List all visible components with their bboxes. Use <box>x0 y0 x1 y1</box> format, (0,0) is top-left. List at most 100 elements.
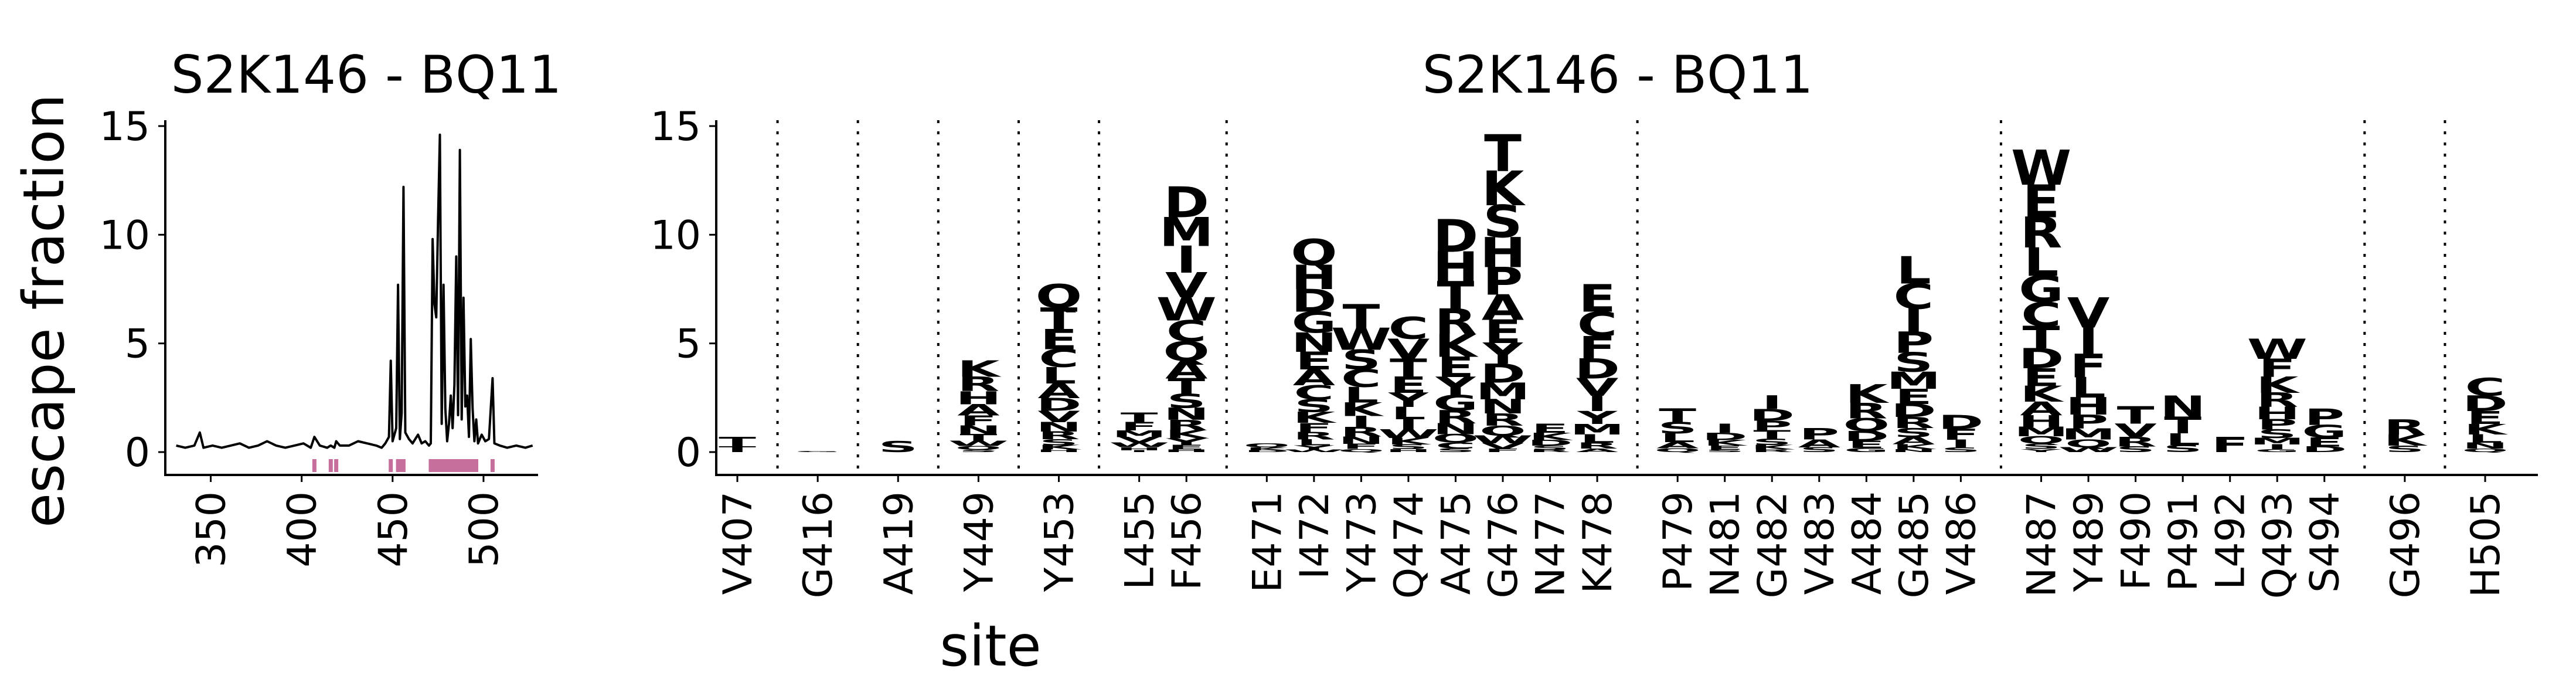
logo-letter-G485-A: A <box>1893 435 1935 446</box>
left-y-tick-label-15: 15 <box>99 104 150 150</box>
logo-letter-F456-A: A <box>1165 357 1207 385</box>
logo-letter-N481-K: K <box>1703 439 1748 448</box>
logo-letter-G476-M: M <box>1475 378 1530 405</box>
highlight-marker-505 <box>490 459 495 472</box>
logo-letter-G476-R: R <box>1482 410 1524 430</box>
logo-letter-Y473-W: W <box>1331 322 1391 357</box>
logo-letter-G416-G: G <box>795 451 840 453</box>
logo-letter-P491-T: T <box>2164 412 2201 439</box>
logo-letter-L455-I: I <box>1129 450 1149 453</box>
logo-letter-N487-R: R <box>2020 209 2063 258</box>
logo-letter-G476-V: V <box>1482 442 1524 450</box>
logo-letter-Q493-S: S <box>2258 427 2297 440</box>
logo-letter-F490-R: R <box>2115 434 2157 450</box>
logo-letter-Y449-F: F <box>959 413 997 429</box>
highlight-marker-453 <box>396 459 400 472</box>
logo-letter-K478-L: L <box>1580 432 1615 446</box>
highlight-marker-419 <box>334 459 339 472</box>
logo-letter-H505-K: K <box>2464 421 2509 438</box>
logo-letter-Q493-K: K <box>2256 372 2301 398</box>
logo-letter-Y453-N: N <box>1036 419 1081 434</box>
left-x-tick-label-450: 450 <box>370 491 417 568</box>
logo-letter-Y449-Q: Q <box>955 445 1002 451</box>
logo-letter-Q474-W: W <box>1378 427 1438 440</box>
highlight-marker-496 <box>474 459 479 472</box>
logo-letter-Q493-I: I <box>2267 443 2288 451</box>
logo-letter-L455-W: W <box>1109 442 1169 449</box>
logo-letter-Y453-A: A <box>1037 379 1080 403</box>
right-x-ticks: V407 G416 A419 Y449 Y453 L455 F456 E471 I472 Y473… <box>715 475 2509 599</box>
right-y-tick-label-15: 15 <box>650 104 701 150</box>
logo-letter-A475-C: C <box>1435 441 1476 450</box>
logo-letter-H505-N: N <box>2462 441 2508 450</box>
logo-letter-G476-H: H <box>1480 229 1526 277</box>
logo-letter-G485-S: S <box>1894 348 1933 378</box>
logo-letter-H505-Q: Q <box>2462 447 2509 453</box>
site-label-I472: I472 <box>1292 491 1338 579</box>
logo-letter-V483-P: P <box>1799 425 1840 443</box>
logo-letter-G485-K: K <box>1893 443 1937 451</box>
logo-letter-N487-C: C <box>2021 296 2061 334</box>
logo-letter-Y489-Q: Q <box>2065 437 2112 450</box>
logo-letter-Y473-Q: Q <box>1338 448 1385 453</box>
logo-letter-N487-Q: Q <box>2018 434 2065 446</box>
site-label-P491: P491 <box>2160 491 2207 592</box>
logo-letter-F456-C: C <box>1166 314 1207 349</box>
site-label-A475: A475 <box>1433 491 1479 595</box>
logo-letter-N477-D: D <box>1527 439 1573 448</box>
logo-letter-A475-T: T <box>1437 273 1475 318</box>
right-y-tick-label-5: 5 <box>676 321 701 368</box>
logo-letter-Q474-V: V <box>1387 334 1430 365</box>
logo-letter-K478-C: C <box>1577 305 1618 344</box>
left-y-tick-label-0: 0 <box>125 430 150 476</box>
logo-letter-N487-T: T <box>2023 320 2060 356</box>
logo-letter-N477-E: E <box>1532 421 1569 436</box>
logo-letter-F456-N: N <box>1163 405 1209 424</box>
logo-letter-N477-R: R <box>1529 449 1571 453</box>
logo-letter-F456-D: D <box>1163 178 1209 228</box>
highlight-marker-487 <box>458 459 462 472</box>
logo-letter-G485-R: R <box>1893 414 1935 432</box>
logo-letter-F456-Y: Y <box>1166 436 1207 447</box>
logo-letter-G476-P: P <box>1483 259 1523 304</box>
left-y-ticks: 0 5 10 15 <box>99 104 165 476</box>
logo-letter-I472-K: K <box>1293 409 1338 427</box>
site-label-V483: V483 <box>1797 491 1843 595</box>
logo-letter-G476-K: K <box>1482 161 1526 216</box>
logo-letter-F490-S: S <box>2116 444 2155 454</box>
logo-letter-I472-H: H <box>1291 259 1337 298</box>
logo-letter-K478-I: I <box>1587 392 1608 416</box>
logo-letter-F456-M: M <box>1159 209 1214 256</box>
logo-letter-A484-K: K <box>1845 379 1890 409</box>
logo-letter-Y489-V: V <box>2067 290 2109 337</box>
logo-letter-Q474-E: E <box>1390 372 1427 398</box>
logo-letter-N481-S: S <box>1705 449 1744 453</box>
site-label-S494: S494 <box>2302 491 2349 593</box>
logo-letter-F456-K: K <box>1165 427 1210 441</box>
logo-letter-Y473-L: L <box>1344 382 1379 408</box>
site-label-G485: G485 <box>1891 491 1938 598</box>
logo-letter-Y453-S: S <box>1039 437 1078 447</box>
logo-letter-G482-K: K <box>1751 444 1795 451</box>
logo-letter-V483-S: S <box>1799 446 1839 453</box>
left-chart-title: S2K146 - BQ11 <box>171 45 562 105</box>
logo-letter-K478-D: D <box>1574 353 1620 385</box>
right-chart-title: S2K146 - BQ11 <box>1423 45 1813 105</box>
logo-letter-P491-L: L <box>2165 430 2200 449</box>
logo-letter-G485-N: N <box>1891 448 1937 453</box>
logo-letter-N477-S: S <box>1530 444 1570 451</box>
left-y-tick-label-10: 10 <box>99 212 150 259</box>
logo-letter-N487-Y: Y <box>2020 448 2061 453</box>
site-label-G482: G482 <box>1750 491 1796 598</box>
logo-letter-Q474-K: K <box>1387 436 1431 447</box>
logo-letter-Y473-I: I <box>1351 413 1372 431</box>
highlight-marker-456 <box>401 459 406 472</box>
logo-letter-Y453-L: L <box>1042 362 1077 389</box>
